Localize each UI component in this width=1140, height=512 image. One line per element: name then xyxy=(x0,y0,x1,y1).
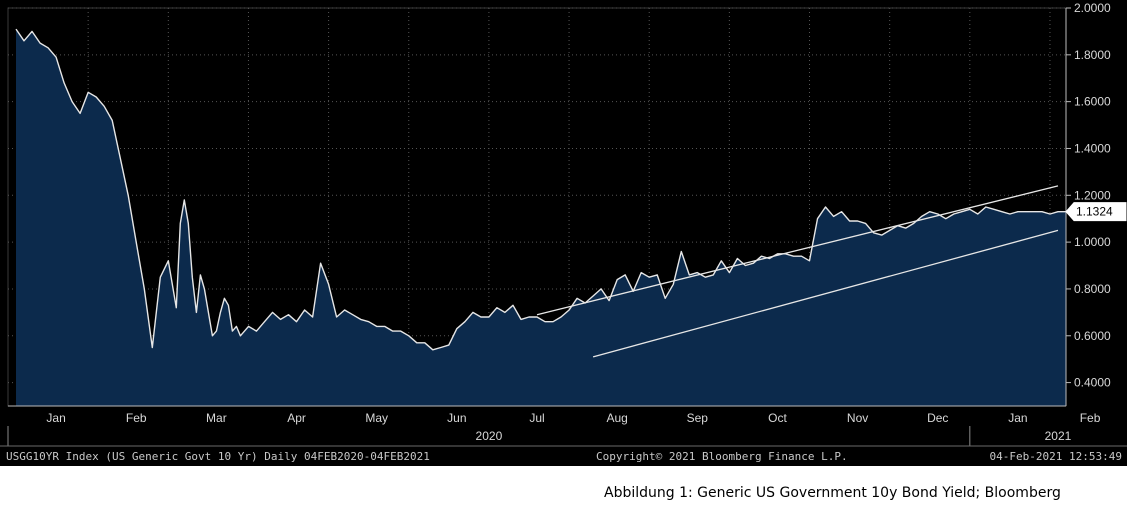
y-tick-label: 1.8000 xyxy=(1074,48,1111,62)
figure-caption: Abbildung 1: Generic US Government 10y B… xyxy=(604,485,1061,501)
x-tick-label: Apr xyxy=(287,411,306,425)
x-tick-label: Dec xyxy=(927,411,948,425)
series-line xyxy=(15,28,1066,351)
last-value-marker: 1.1324 xyxy=(1065,202,1127,222)
footer-timestamp: 04-Feb-2021 12:53:49 xyxy=(990,450,1122,463)
y-tick-label: 1.2000 xyxy=(1074,188,1111,202)
x-tick-label: Jul xyxy=(529,411,544,425)
x-tick-label: Oct xyxy=(768,411,787,425)
x-axis: Jan Feb Mar Apr May Jun Jul Aug Sep Oct Nov Dec Jan F… xyxy=(7,405,1101,446)
last-value-tag xyxy=(1065,202,1127,222)
x-tick-label: Feb xyxy=(126,411,147,425)
x-tick-label: Jan xyxy=(46,411,65,425)
x-tick-label: Feb xyxy=(1080,411,1101,425)
x-tick-label: Mar xyxy=(206,411,227,425)
y-axis: 0.4000 0.6000 0.8000 1.0000 1.2000 1.4000 1.60… xyxy=(1065,1,1111,406)
y-tick-label: 2.0000 xyxy=(1074,1,1111,15)
x-tick-label: Aug xyxy=(606,411,627,425)
trend-line-lower xyxy=(592,229,1059,358)
plot-area xyxy=(15,28,1066,406)
area-fill xyxy=(16,29,1066,406)
y-tick-label: 0.8000 xyxy=(1074,282,1111,296)
trend-channel xyxy=(536,185,1059,358)
yield-chart: 0.4000 0.6000 0.8000 1.0000 1.2000 1.4000 1.60… xyxy=(0,1,1127,463)
last-value-label: 1.1324 xyxy=(1076,205,1113,219)
trend-line-upper xyxy=(536,185,1059,316)
chart-panel: 0.4000 0.6000 0.8000 1.0000 1.2000 1.4000 1.60… xyxy=(0,0,1127,466)
x-tick-label: Nov xyxy=(847,411,868,425)
y-tick-label: 1.4000 xyxy=(1074,141,1111,155)
y-tick-label: 0.6000 xyxy=(1074,329,1111,343)
footer-copyright: Copyright© 2021 Bloomberg Finance L.P. xyxy=(596,450,848,463)
x-tick-label: Sep xyxy=(687,411,709,425)
year-label: 2020 xyxy=(476,429,503,443)
y-tick-label: 0.4000 xyxy=(1074,376,1111,390)
footer-security-info: USGG10YR Index (US Generic Govt 10 Yr) D… xyxy=(6,450,430,463)
y-tick-label: 1.6000 xyxy=(1074,95,1111,109)
x-tick-label: May xyxy=(365,411,388,425)
x-tick-label: Jun xyxy=(447,411,466,425)
x-tick-label: Jan xyxy=(1008,411,1027,425)
y-tick-label: 1.0000 xyxy=(1074,235,1111,249)
year-label: 2021 xyxy=(1045,429,1072,443)
